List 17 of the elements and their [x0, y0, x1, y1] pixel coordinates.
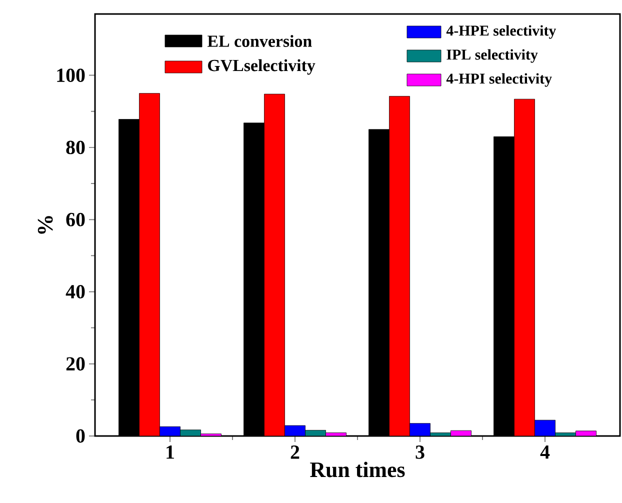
y-tick-label: 80	[66, 140, 85, 154]
legend-label: 4-HPI selectivity	[446, 73, 552, 87]
legend-label: GVLselectivity	[208, 59, 316, 75]
x-tick-label: 3	[416, 446, 424, 459]
legend-label: 4-HPE selectivity	[446, 25, 556, 39]
y-tick-label: 20	[66, 357, 85, 371]
y-tick-label: 0	[76, 429, 85, 443]
y-tick-label: 60	[66, 212, 85, 226]
x-tick-label: 1	[166, 446, 174, 459]
x-axis-title: Run times	[310, 462, 405, 478]
y-tick-label: 100	[57, 68, 85, 82]
legend-label: EL conversion	[208, 35, 312, 47]
x-tick-label: 2	[290, 446, 300, 459]
y-tick-label: 40	[66, 284, 85, 298]
x-tick-label: 4	[540, 446, 550, 459]
y-axis-title: %	[38, 216, 53, 234]
legend-label: IPL selectivity	[446, 49, 538, 63]
